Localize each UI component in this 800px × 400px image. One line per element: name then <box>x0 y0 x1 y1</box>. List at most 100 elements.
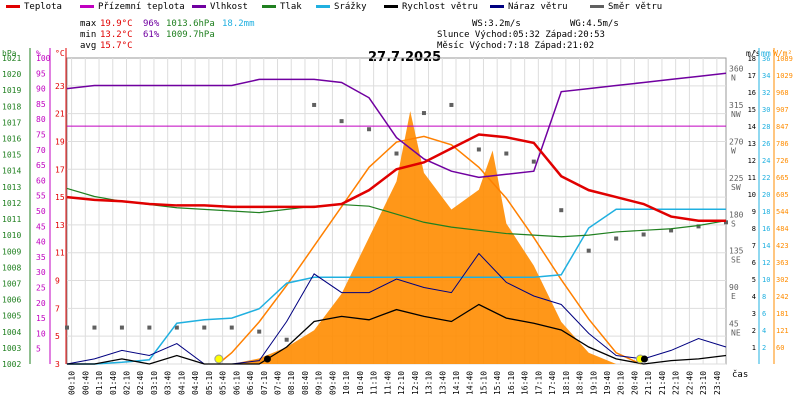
axis-tick-temp: 23 <box>55 82 65 91</box>
axis-tick-temp: 21 <box>55 110 65 119</box>
legend-item-vlhkost[interactable]: Vlhkost <box>192 2 248 12</box>
series-dir-point <box>147 325 152 330</box>
series-dir-point <box>449 102 454 107</box>
x-tick-label: 06:10 <box>232 371 241 395</box>
series-dir-point <box>367 127 372 132</box>
legend-item-smer[interactable]: Směr větru <box>590 2 662 12</box>
axis-tick-hpa: 1020 <box>2 70 21 79</box>
x-tick-label: 10:10 <box>342 371 351 395</box>
legend-label: Vlhkost <box>210 2 248 12</box>
axis-tick-ms: 16 <box>748 89 756 97</box>
axis-tick-dir-name: SE <box>731 256 741 265</box>
legend-item-srazky[interactable]: Srážky <box>316 2 367 12</box>
series-line-rychlost-větru <box>67 303 727 365</box>
axis-title-mm: mm <box>761 49 771 58</box>
axis-tick-ms: 1 <box>752 344 756 352</box>
x-tick-label: 05:10 <box>205 371 214 395</box>
series-line-náraz-větru <box>66 252 727 365</box>
stat-avg-label: avg <box>80 41 97 51</box>
x-tick-label: 21:10 <box>644 371 653 395</box>
x-tick-label: 11:40 <box>383 371 392 395</box>
axis-tick-ms: 15 <box>748 106 756 114</box>
axis-tick-hpa: 1012 <box>2 199 21 208</box>
x-tick-label: 17:40 <box>548 371 557 395</box>
axis-tick-hpa: 1002 <box>2 360 21 369</box>
series-dir-point <box>504 151 509 156</box>
legend-item-prizemni-teplota[interactable]: Přízemní teplota <box>80 2 185 12</box>
stat-max-press: 1013.6hPa <box>166 19 215 29</box>
x-tick-label: 05:40 <box>219 371 228 395</box>
axis-tick-ms: 4 <box>752 293 756 301</box>
axis-tick-pct: 50 <box>36 207 46 216</box>
stat-wg: WG:4.5m/s <box>570 19 619 29</box>
legend-label: Rychlost větru <box>402 2 478 12</box>
x-tick-label: 12:40 <box>411 371 420 395</box>
axis-tick-temp: 13 <box>55 221 65 230</box>
legend-label: Náraz větru <box>508 2 568 12</box>
axis-tick-temp: 11 <box>55 249 65 258</box>
axis-tick-hpa: 1014 <box>2 167 21 176</box>
series-sun-curve <box>217 135 642 365</box>
legend-swatch-tlak <box>262 5 276 8</box>
x-tick-label: 14:40 <box>466 371 475 395</box>
legend-item-teplota[interactable]: Teplota <box>6 2 62 12</box>
axis-tick-hpa: 1005 <box>2 312 21 321</box>
axis-tick-ms: 11 <box>748 174 756 182</box>
legend-item-rychlost[interactable]: Rychlost větru <box>384 2 478 12</box>
axis-tick-pct: 45 <box>36 222 46 231</box>
legend-swatch-vlhkost <box>192 5 206 8</box>
axis-tick-ms: 13 <box>748 140 756 148</box>
series-line-tlak <box>66 187 727 238</box>
legend-item-naraz[interactable]: Náraz větru <box>490 2 568 12</box>
axis-tick-wm2: 484 <box>776 225 789 233</box>
axis-tick-dir: 45 <box>729 320 739 329</box>
axis-tick-ms: 7 <box>752 242 756 250</box>
x-tick-label: 20:40 <box>630 371 639 395</box>
stat-max-temp: 19.9°C <box>100 19 133 29</box>
series-line-teplota <box>66 133 726 222</box>
axis-tick-hpa: 1007 <box>2 279 21 288</box>
x-tick-label: 11:10 <box>370 371 379 395</box>
legend-label: Směr větru <box>608 2 663 12</box>
axis-tick-ms: 8 <box>752 225 756 233</box>
axis-tick-ms: 6 <box>752 259 756 267</box>
axis-tick-wm2: 302 <box>776 276 789 284</box>
axis-tick-dir: 360 <box>729 65 744 74</box>
axis-tick-hpa: 1009 <box>2 247 21 256</box>
x-tick-label: 17:10 <box>534 371 543 395</box>
x-tick-label: 20:10 <box>617 371 626 395</box>
axis-tick-mm: 20 <box>762 191 770 199</box>
axis-tick-pct: 15 <box>36 314 46 323</box>
x-tick-label: 03:10 <box>150 371 159 395</box>
axis-title-temp: °C <box>55 49 65 58</box>
stat-max-label: max <box>80 19 97 29</box>
series-dir-point <box>174 325 179 330</box>
series-dir-point <box>669 228 674 233</box>
x-tick-label: 14:10 <box>452 371 461 395</box>
axis-tick-wm2: 1029 <box>776 72 793 80</box>
axis-tick-dir-name: W <box>731 146 736 155</box>
x-tick-label: 13:10 <box>425 371 434 395</box>
x-tick-label: 22:40 <box>685 371 694 395</box>
axis-tick-mm: 24 <box>762 157 770 165</box>
axis-tick-mm: 12 <box>762 259 770 267</box>
axis-tick-dir: 270 <box>729 137 744 146</box>
axis-tick-wm2: 423 <box>776 242 789 250</box>
axis-tick-hpa: 1018 <box>2 102 21 111</box>
axis-tick-wm2: 665 <box>776 174 789 182</box>
axis-tick-hpa: 1003 <box>2 344 21 353</box>
series-dir-point <box>257 329 262 334</box>
axis-tick-dir: 315 <box>729 101 744 110</box>
legend-item-tlak[interactable]: Tlak <box>262 2 302 12</box>
x-tick-label: 01:40 <box>109 371 118 395</box>
series-line-vlhkost <box>66 72 727 179</box>
axis-tick-hpa: 1004 <box>2 328 21 337</box>
x-tick-label: 00:40 <box>81 371 90 395</box>
axis-tick-mm: 2 <box>762 344 766 352</box>
series-dir-point <box>641 232 646 237</box>
x-tick-label: 01:10 <box>95 371 104 395</box>
axis-tick-ms: 14 <box>748 123 756 131</box>
axis-tick-dir: 90 <box>729 283 739 292</box>
stat-min-hum: 61% <box>143 30 160 40</box>
